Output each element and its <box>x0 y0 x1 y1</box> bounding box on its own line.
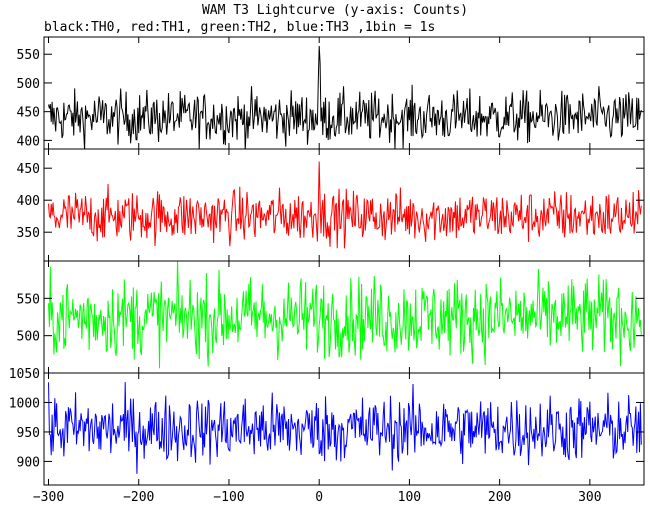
y-tick-label: 950 <box>17 426 40 441</box>
y-tick-label: 1050 <box>9 367 40 382</box>
series-line-th2 <box>48 261 642 369</box>
y-tick-label: 550 <box>17 48 40 63</box>
y-tick-label: 500 <box>17 330 40 345</box>
x-tick-label: 0 <box>315 490 323 505</box>
x-tick-label: −100 <box>213 490 244 505</box>
chart-subtitle: black:TH0, red:TH1, green:TH2, blue:TH3 … <box>44 20 435 35</box>
y-tick-label: 400 <box>17 194 40 209</box>
x-tick-label: −200 <box>123 490 154 505</box>
panels: 4004505005503504004505005509009501000105… <box>9 36 645 505</box>
series-line-th1 <box>48 161 642 249</box>
y-tick-label: 350 <box>17 226 40 241</box>
y-tick-label: 450 <box>17 162 40 177</box>
y-tick-label: 450 <box>17 106 40 121</box>
y-tick-label: 1000 <box>9 396 40 411</box>
series-line-th0 <box>48 45 642 149</box>
y-tick-label: 500 <box>17 77 40 92</box>
x-tick-label: −300 <box>33 490 64 505</box>
x-tick-label: 200 <box>488 490 511 505</box>
series-line-th3 <box>48 382 642 474</box>
y-tick-label: 900 <box>17 455 40 470</box>
y-tick-label: 550 <box>17 292 40 307</box>
panel-frame <box>43 372 645 486</box>
x-tick-label: 300 <box>578 490 601 505</box>
y-tick-label: 400 <box>17 134 40 149</box>
chart-title: WAM T3 Lightcurve (y-axis: Counts) <box>202 3 468 18</box>
x-tick-label: 100 <box>398 490 421 505</box>
